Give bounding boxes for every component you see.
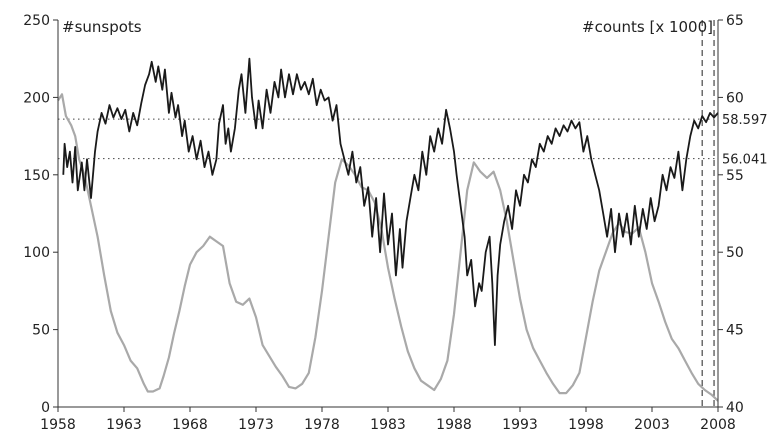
vertical-markers [701, 20, 715, 407]
left-tick-label: 150 [23, 168, 50, 184]
right-tick-label: 50 [726, 245, 744, 261]
left-tick-label: 200 [23, 90, 50, 106]
right-tick-label: 40 [726, 400, 744, 416]
axes: 1958 1963 1968 1973 1978 1983 1988 1993 1998 2003… [23, 13, 744, 433]
x-tick-label: 1983 [370, 417, 406, 433]
right-axis-title: #counts [x 1000] [582, 18, 713, 36]
x-tick-label: 1963 [106, 417, 142, 433]
left-tick-label: 0 [41, 400, 50, 416]
reference-line-label: 56.041 [722, 153, 768, 168]
left-axis-title: #sunspots [62, 18, 142, 36]
right-tick-label: 60 [726, 90, 744, 106]
left-tick-label: 100 [23, 245, 50, 261]
x-tick-label: 1988 [436, 417, 472, 433]
x-tick-label: 1978 [304, 417, 340, 433]
counts-series-line [62, 57, 719, 346]
x-tick-label: 1968 [172, 417, 208, 433]
x-tick-label: 2008 [700, 417, 736, 433]
right-tick-label: 65 [726, 13, 744, 29]
x-tick-label: 1993 [502, 417, 538, 433]
right-tick-label: 55 [726, 168, 744, 184]
x-tick-label: 1958 [40, 417, 76, 433]
reference-line-label: 58.597 [722, 113, 768, 128]
axis-labels: #sunspots #counts [x 1000] [62, 18, 713, 36]
series-layer [57, 57, 719, 402]
reference-lines: 58.597 56.041 [58, 113, 768, 168]
right-tick-label: 45 [726, 323, 744, 339]
sunspots-series-line [57, 93, 719, 402]
left-tick-label: 50 [32, 323, 50, 339]
x-tick-label: 2003 [634, 417, 670, 433]
left-tick-label: 250 [23, 13, 50, 29]
x-tick-label: 1973 [238, 417, 274, 433]
x-tick-label: 1998 [568, 417, 604, 433]
